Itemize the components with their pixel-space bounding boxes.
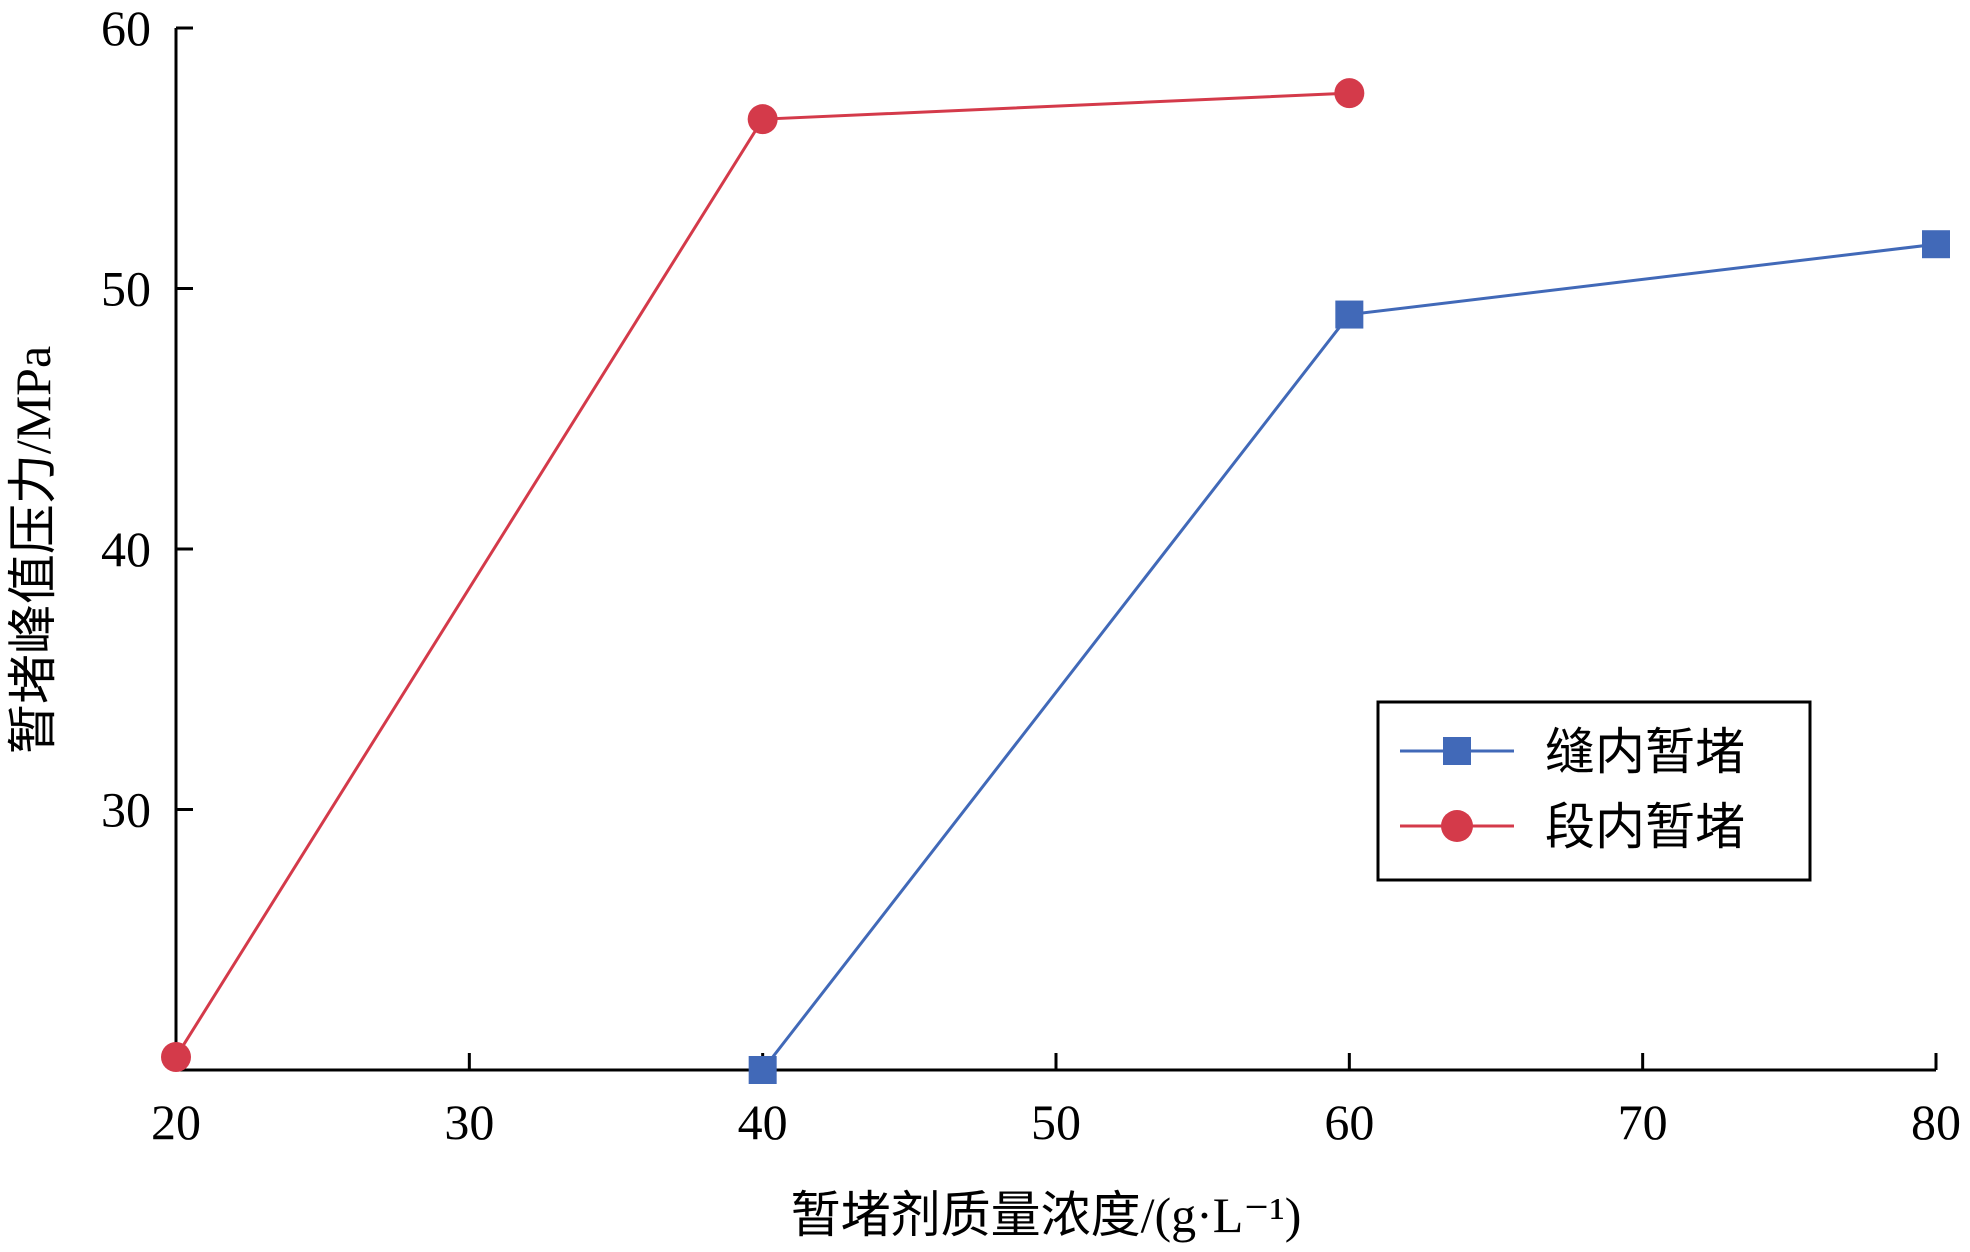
x-tick-label: 60 [1324, 1094, 1374, 1150]
x-tick-label: 30 [444, 1094, 494, 1150]
y-tick-label: 60 [101, 0, 151, 56]
x-tick-label: 50 [1031, 1094, 1081, 1150]
ticks [176, 26, 1938, 1070]
x-tick-label: 70 [1618, 1094, 1668, 1150]
y-tick-label: 30 [101, 782, 151, 838]
x-tick-label: 80 [1911, 1094, 1961, 1150]
tick-labels: 20 30 40 50 60 70 80 30 40 50 60 [101, 0, 1961, 1150]
data-point-square [748, 1056, 777, 1084]
x-tick-label: 20 [151, 1094, 201, 1150]
series-markers [161, 78, 1950, 1084]
legend-marker-0 [1443, 737, 1471, 765]
legend: 缝内暂堵 段内暂堵 [1376, 700, 1812, 882]
data-point-square [1922, 230, 1950, 259]
legend-box [1376, 700, 1812, 882]
data-point-circle [747, 104, 778, 135]
x-tick-label: 40 [738, 1094, 788, 1150]
y-axis-title: 暂堵峰值压力/MPa [5, 346, 61, 754]
y-tick-label: 50 [101, 261, 151, 317]
legend-marker-1 [1441, 810, 1473, 842]
series-lines [174, 91, 1937, 1071]
legend-label-1: 段内暂堵 [1545, 799, 1745, 855]
y-tick-label: 40 [101, 521, 151, 577]
legend-label-0: 缝内暂堵 [1545, 724, 1745, 780]
data-point-circle [1334, 78, 1365, 109]
data-point-square [1335, 300, 1364, 329]
data-point-circle [161, 1041, 191, 1072]
series-line-1 [174, 91, 1350, 1058]
x-axis-title: 暂堵剂质量浓度/(g·L⁻¹) [791, 1187, 1302, 1243]
series-line-0 [761, 242, 1937, 1071]
axes [174, 28, 1936, 1072]
